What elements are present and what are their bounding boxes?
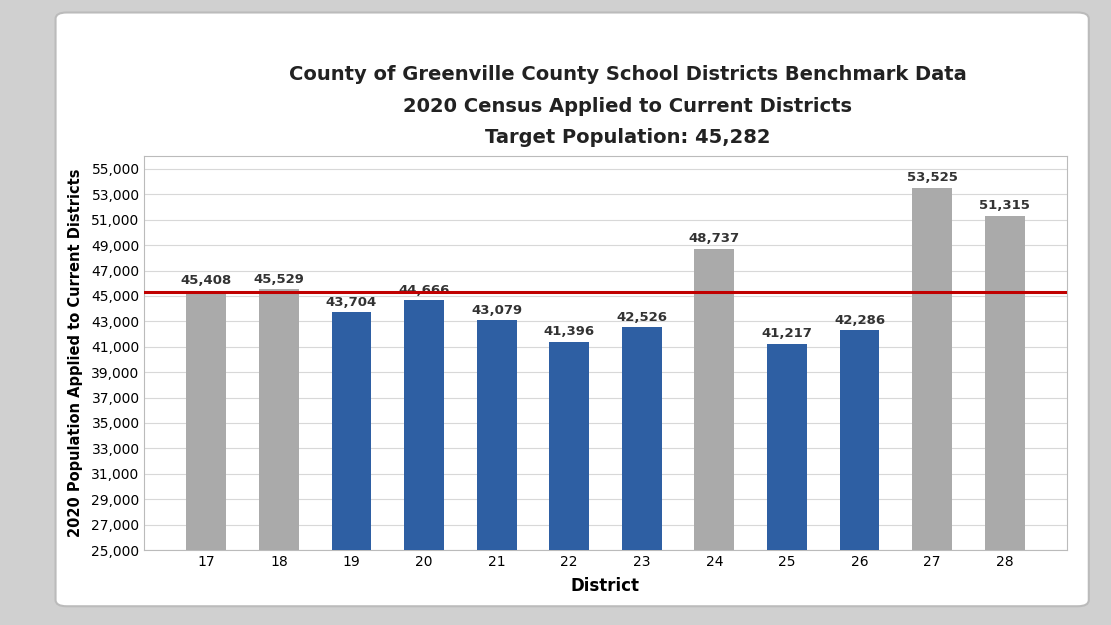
Bar (840, 331, 880, 625)
Bar (622, 328, 662, 625)
Bar (549, 342, 589, 625)
Text: 48,737: 48,737 (689, 232, 740, 245)
Bar (477, 321, 517, 625)
Text: 42,286: 42,286 (834, 314, 885, 327)
X-axis label: District: District (571, 578, 640, 595)
Bar (404, 300, 444, 625)
Bar (259, 289, 299, 625)
Text: 41,396: 41,396 (543, 325, 594, 338)
Text: 44,666: 44,666 (399, 284, 450, 297)
Bar (187, 291, 227, 625)
Bar (912, 188, 952, 625)
Text: 45,529: 45,529 (253, 272, 304, 286)
Bar (984, 216, 1024, 625)
Text: 42,526: 42,526 (617, 311, 668, 324)
Text: County of Greenville County School Districts Benchmark Data: County of Greenville County School Distr… (289, 66, 967, 84)
Bar (694, 249, 734, 625)
Y-axis label: 2020 Population Applied to Current Districts: 2020 Population Applied to Current Distr… (68, 169, 83, 538)
Text: Target Population: 45,282: Target Population: 45,282 (486, 128, 770, 147)
Text: 53,525: 53,525 (907, 171, 958, 184)
Bar (767, 344, 807, 625)
Text: 2020 Census Applied to Current Districts: 2020 Census Applied to Current Districts (403, 97, 852, 116)
Text: 51,315: 51,315 (979, 199, 1030, 212)
Bar (331, 312, 371, 625)
Text: 41,217: 41,217 (761, 328, 812, 341)
Text: 43,704: 43,704 (326, 296, 377, 309)
Text: 45,408: 45,408 (181, 274, 232, 288)
Text: 43,079: 43,079 (471, 304, 522, 317)
